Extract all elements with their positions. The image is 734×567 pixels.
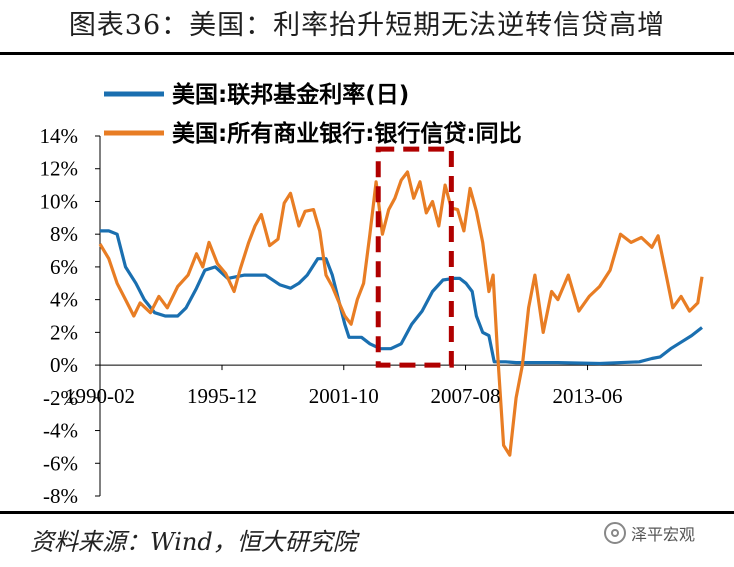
title-rule [0,52,734,55]
axes [99,136,702,496]
highlight-box [375,146,454,368]
y-tick-label: -4% [43,419,78,443]
highlight-box-group [375,146,454,368]
x-tick-label: 1995-12 [187,384,257,408]
y-tick-label: 12% [40,157,79,181]
x-tick-label: 2001-10 [309,384,379,408]
source-note: 资料来源：Wind，恒大研究院 [30,528,357,556]
series-line-fed-funds [100,229,703,366]
y-tick-label: 14% [40,124,79,148]
y-axis: 14% 12% 10% 8% 6% 4% 2% 0% -2% -4% -6% -8% [40,124,100,508]
legend: 美国:联邦基金利率(日) 美国:所有商业银行:银行信贷:同比 [104,81,522,147]
y-tick-label: -8% [43,484,78,508]
x-tick-label: 2007-08 [431,384,501,408]
y-tick-label: -6% [43,451,78,475]
legend-label-bank-credit: 美国:所有商业银行:银行信贷:同比 [172,120,522,147]
chart-title: 图表36：美国：利率抬升短期无法逆转信贷高增 [68,10,666,41]
wechat-icon [604,522,626,544]
x-tick-label: 2013-06 [553,384,623,408]
y-tick-label: 4% [50,288,78,312]
watermark-text: 泽平宏观 [631,525,696,544]
series-lines [98,170,704,457]
y-tick-label: 0% [50,353,78,377]
series-line-bank-credit [98,170,704,457]
line-chart: 14%12%10%8%6%4%2%0%-2%-4%-6%-8% 1990-02 1… [40,81,704,508]
y-tick-label: -2% [43,386,78,410]
watermark: 泽平宏观 [604,521,695,545]
x-axis: 1990-02 1995-12 2001-10 2007-08 2013-06 [65,365,623,408]
source-rule [0,511,734,514]
y-tick-label: 10% [40,189,79,213]
y-tick-label: 2% [50,320,78,344]
legend-label-fed-funds: 美国:联邦基金利率(日) [172,81,409,108]
y-tick-label: 8% [50,222,78,246]
y-tick-label: 6% [50,255,78,279]
x-tick-label: 1990-02 [65,384,135,408]
